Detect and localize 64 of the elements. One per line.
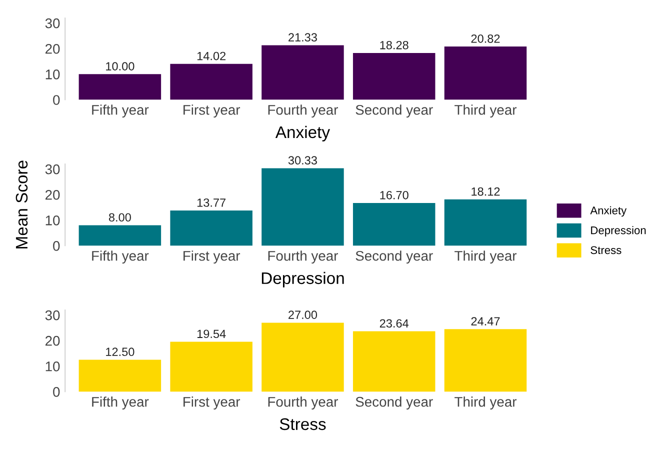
data-label: 21.33 (288, 33, 317, 42)
bar (444, 46, 527, 100)
legend-label: Stress (590, 246, 622, 254)
data-label: 20.82 (471, 34, 500, 43)
x-axis-title: Stress (280, 418, 326, 430)
data-label: 16.70 (380, 190, 408, 200)
y-tick-label: 30 (45, 310, 60, 320)
data-label: 13.77 (197, 198, 226, 207)
x-axis-title: Anxiety (275, 126, 330, 142)
y-tick-label: 0 (53, 387, 60, 397)
y-tick-label: 30 (45, 18, 60, 28)
y-tick-label: 10 (46, 216, 60, 226)
bar (262, 322, 344, 392)
x-tick-label: First year (184, 104, 240, 118)
x-tick-label: Third year (454, 250, 517, 264)
x-tick-label: Second year (356, 104, 433, 118)
data-label: 23.64 (380, 319, 409, 328)
x-tick-label: Second year (356, 396, 433, 410)
data-label: 27.00 (288, 310, 318, 319)
data-label: 12.50 (106, 348, 134, 356)
data-label: 10.00 (106, 62, 134, 70)
y-tick-label: 10 (46, 361, 60, 372)
y-tick-label: 0 (53, 95, 60, 105)
bar (170, 64, 252, 100)
bar (78, 225, 162, 246)
y-tick-label: 0 (53, 241, 60, 251)
x-tick-label: Fourth year (268, 396, 338, 410)
bar (170, 210, 252, 246)
x-tick-label: Fourth year (268, 250, 338, 264)
bar (352, 331, 436, 392)
data-label: 24.47 (471, 317, 500, 326)
x-tick-label: Fourth year (268, 104, 338, 118)
bar (444, 199, 527, 246)
data-label: 14.02 (197, 52, 226, 60)
x-tick-label: Third year (454, 396, 517, 410)
x-tick-label: Second year (356, 250, 433, 264)
bar (262, 168, 344, 246)
data-label: 19.54 (197, 330, 226, 338)
bar (352, 203, 436, 246)
legend-label: Anxiety (590, 206, 627, 217)
y-tick-label: 20 (45, 336, 60, 346)
y-tick-label: 30 (45, 164, 60, 174)
x-tick-label: First year (184, 396, 240, 410)
y-tick-label: 10 (46, 70, 60, 80)
data-label: 18.12 (472, 187, 500, 196)
y-tick-label: 20 (45, 190, 60, 200)
x-tick-label: Fifth year (92, 396, 149, 410)
bar (170, 342, 252, 392)
x-tick-label: Third year (454, 104, 517, 118)
bar (444, 329, 527, 392)
x-axis-title: Depression (262, 272, 344, 288)
x-tick-label: Fifth year (92, 104, 149, 118)
data-label: 8.00 (108, 213, 131, 222)
y-tick-label: 20 (45, 44, 60, 54)
y-axis-title: Mean Score (16, 160, 28, 248)
bar (78, 360, 162, 392)
bar (78, 74, 162, 100)
data-label: 18.28 (380, 40, 408, 50)
x-tick-label: Fifth year (92, 250, 149, 264)
legend-label: Depression (591, 226, 646, 236)
bar (262, 45, 344, 100)
x-tick-label: First year (184, 250, 240, 264)
bar (352, 53, 436, 100)
data-label: 30.33 (288, 156, 317, 165)
